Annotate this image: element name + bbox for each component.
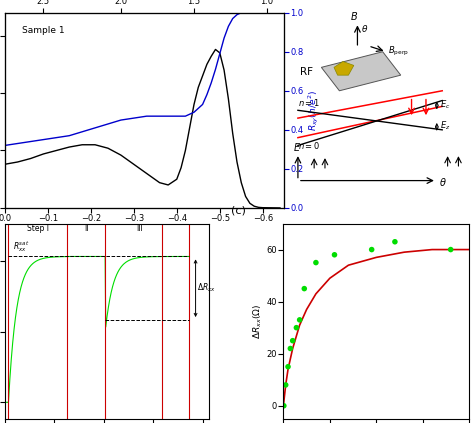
Point	[280, 402, 288, 409]
Point	[287, 345, 294, 352]
Text: $\Delta R_{xx}$: $\Delta R_{xx}$	[197, 282, 216, 294]
Point	[292, 324, 300, 331]
Text: $E_c$: $E_c$	[440, 99, 451, 111]
Text: $\theta$: $\theta$	[438, 176, 447, 188]
Point	[282, 382, 290, 388]
Point	[301, 285, 308, 292]
Point	[331, 251, 338, 258]
Text: $n=1$: $n=1$	[298, 97, 320, 108]
Text: II: II	[84, 224, 89, 233]
Point	[289, 337, 296, 344]
Text: III: III	[137, 224, 143, 233]
Text: $n=0$: $n=0$	[298, 140, 320, 151]
Text: $B_{\rm perp}$: $B_{\rm perp}$	[388, 45, 409, 58]
Polygon shape	[334, 61, 354, 75]
Point	[368, 246, 375, 253]
Point	[312, 259, 319, 266]
Point	[296, 316, 303, 323]
Text: $E_z$: $E_z$	[440, 120, 451, 132]
Point	[284, 363, 292, 370]
Text: Step I: Step I	[27, 224, 48, 233]
Text: Sample 1: Sample 1	[22, 26, 64, 36]
Y-axis label: $R_{xy}(h/e^2)$: $R_{xy}(h/e^2)$	[307, 90, 321, 131]
X-axis label: $V_g$ (V): $V_g$ (V)	[131, 226, 158, 239]
Text: (c): (c)	[231, 206, 246, 216]
Text: RF: RF	[300, 67, 313, 77]
Text: $E$: $E$	[292, 141, 301, 153]
Y-axis label: $\Delta R_{xx}(\Omega)$: $\Delta R_{xx}(\Omega)$	[251, 304, 264, 339]
Text: $B$: $B$	[350, 11, 358, 22]
Point	[391, 239, 399, 245]
Point	[447, 246, 455, 253]
Text: $R^{sat}_{xx}$: $R^{sat}_{xx}$	[13, 239, 29, 254]
Text: $\theta$: $\theta$	[361, 23, 368, 34]
Polygon shape	[321, 52, 401, 91]
